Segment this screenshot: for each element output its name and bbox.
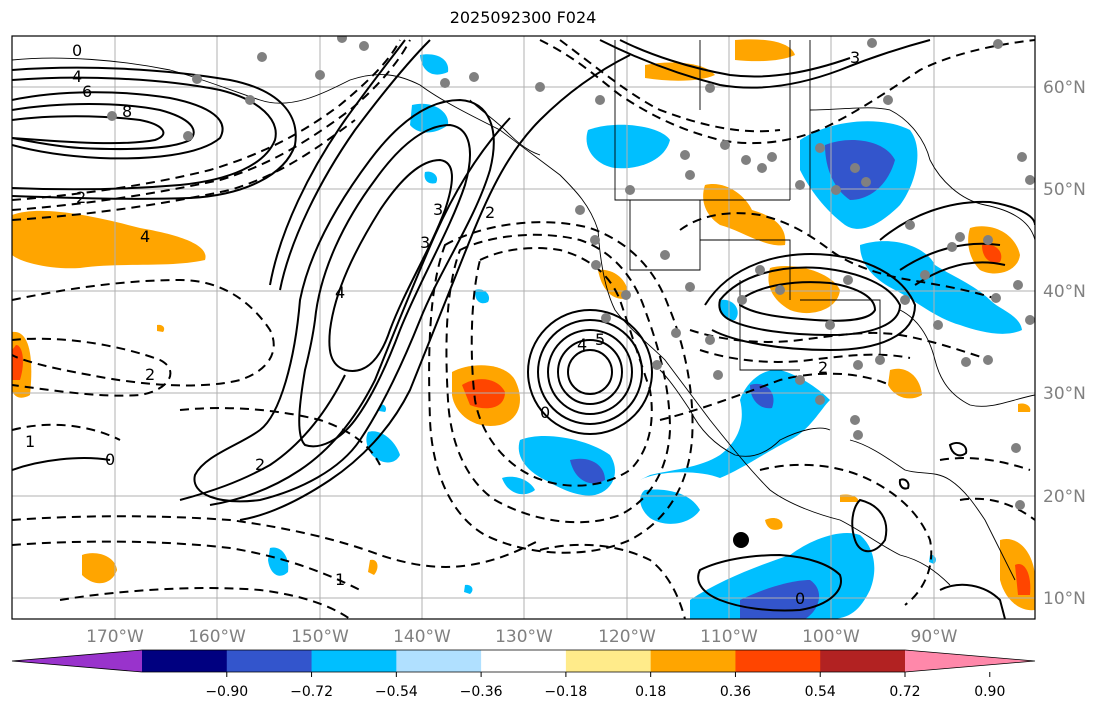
contour-label: 2 xyxy=(145,365,155,384)
colorbar-segment xyxy=(735,650,821,672)
lon-label: 170°W xyxy=(86,627,144,647)
colorbar-tick-label: −0.54 xyxy=(375,684,418,700)
coastlines xyxy=(12,40,1035,586)
colorbar-tick-label: −0.18 xyxy=(544,684,587,700)
colorbar-tick-label: −0.36 xyxy=(460,684,503,700)
colorbar-segment xyxy=(820,650,906,672)
lon-label: 140°W xyxy=(393,627,451,647)
contour-label: 8 xyxy=(122,102,132,121)
station-dots xyxy=(107,36,1035,510)
lon-label: 150°W xyxy=(291,627,349,647)
colorbar-segment xyxy=(311,650,397,672)
colorbar xyxy=(11,649,1036,673)
contour-label: 6 xyxy=(82,82,92,101)
colorbar-segment xyxy=(396,650,482,672)
colorbar-tick-label: 0.18 xyxy=(635,684,666,700)
map-title: 2025092300 F024 xyxy=(449,8,597,27)
map-border xyxy=(11,35,1036,620)
contour-label: 3 xyxy=(420,233,430,252)
colorbar-segment xyxy=(650,650,736,672)
colorbar-ticks: −0.90 −0.72 −0.54 −0.36 −0.18 0.18 0.36 0.54 0.7… xyxy=(205,672,1005,700)
dashed-contours xyxy=(12,39,1035,619)
contour-label: 3 xyxy=(433,200,443,219)
contour-label: 0 xyxy=(105,450,115,469)
lon-label: 110°W xyxy=(700,627,758,647)
colorbar-segment xyxy=(565,650,652,672)
solid-contours xyxy=(12,39,1035,619)
lat-labels: 60°N 50°N 40°N 30°N 20°N 10°N xyxy=(1043,78,1086,609)
lon-label: 100°W xyxy=(802,627,860,647)
lon-label: 120°W xyxy=(598,627,656,647)
gridlines xyxy=(12,36,1035,619)
lon-label: 90°W xyxy=(911,627,958,647)
colorbar-tick-label: 0.36 xyxy=(720,684,751,700)
lat-label: 50°N xyxy=(1043,180,1086,200)
contour-label: 5 xyxy=(595,330,605,349)
contour-labels: 0 4 6 8 2 3 4 1 2 3 4 0 2 1 2 3 4 5 0 2 … xyxy=(25,41,860,608)
contour-label: 2 xyxy=(255,455,265,474)
colorbar-tick-label: 0.90 xyxy=(974,684,1005,700)
contour-label: 2 xyxy=(76,188,86,207)
colorbar-tick-label: 0.54 xyxy=(805,684,836,700)
shaded-fields xyxy=(12,39,1035,619)
colorbar-tick-label: 0.72 xyxy=(889,684,920,700)
colorbar-segment xyxy=(142,650,228,672)
contour-label: 2 xyxy=(818,358,828,377)
colorbar-outline xyxy=(11,649,1036,673)
contour-label: 4 xyxy=(72,67,82,86)
lat-label: 10°N xyxy=(1043,589,1086,609)
lon-label: 130°W xyxy=(495,627,553,647)
lat-label: 20°N xyxy=(1043,487,1086,507)
contour-label: 0 xyxy=(72,41,82,60)
lat-label: 40°N xyxy=(1043,282,1086,302)
contour-label: 4 xyxy=(577,335,587,354)
colorbar-extend-max xyxy=(905,650,1035,672)
contour-label: 4 xyxy=(140,227,150,246)
colorbar-extend-min xyxy=(12,650,142,672)
lon-label: 160°W xyxy=(188,627,246,647)
contour-label: 4 xyxy=(335,283,345,302)
marker-dot xyxy=(733,532,749,548)
contour-label: 0 xyxy=(795,589,805,608)
lat-label: 30°N xyxy=(1043,384,1086,404)
contour-label: 2 xyxy=(485,203,495,222)
colorbar-segment xyxy=(481,650,567,672)
colorbar-tick-label: −0.72 xyxy=(290,684,333,700)
contour-label: 0 xyxy=(540,403,550,422)
lat-label: 60°N xyxy=(1043,78,1086,98)
lon-labels: 170°W 160°W 150°W 140°W 130°W 120°W 110°… xyxy=(86,627,958,647)
contour-label: 3 xyxy=(850,48,860,67)
colorbar-segment xyxy=(226,650,313,672)
contour-label: 1 xyxy=(335,570,345,589)
colorbar-tick-label: −0.90 xyxy=(205,684,248,700)
contour-label: 1 xyxy=(25,432,35,451)
